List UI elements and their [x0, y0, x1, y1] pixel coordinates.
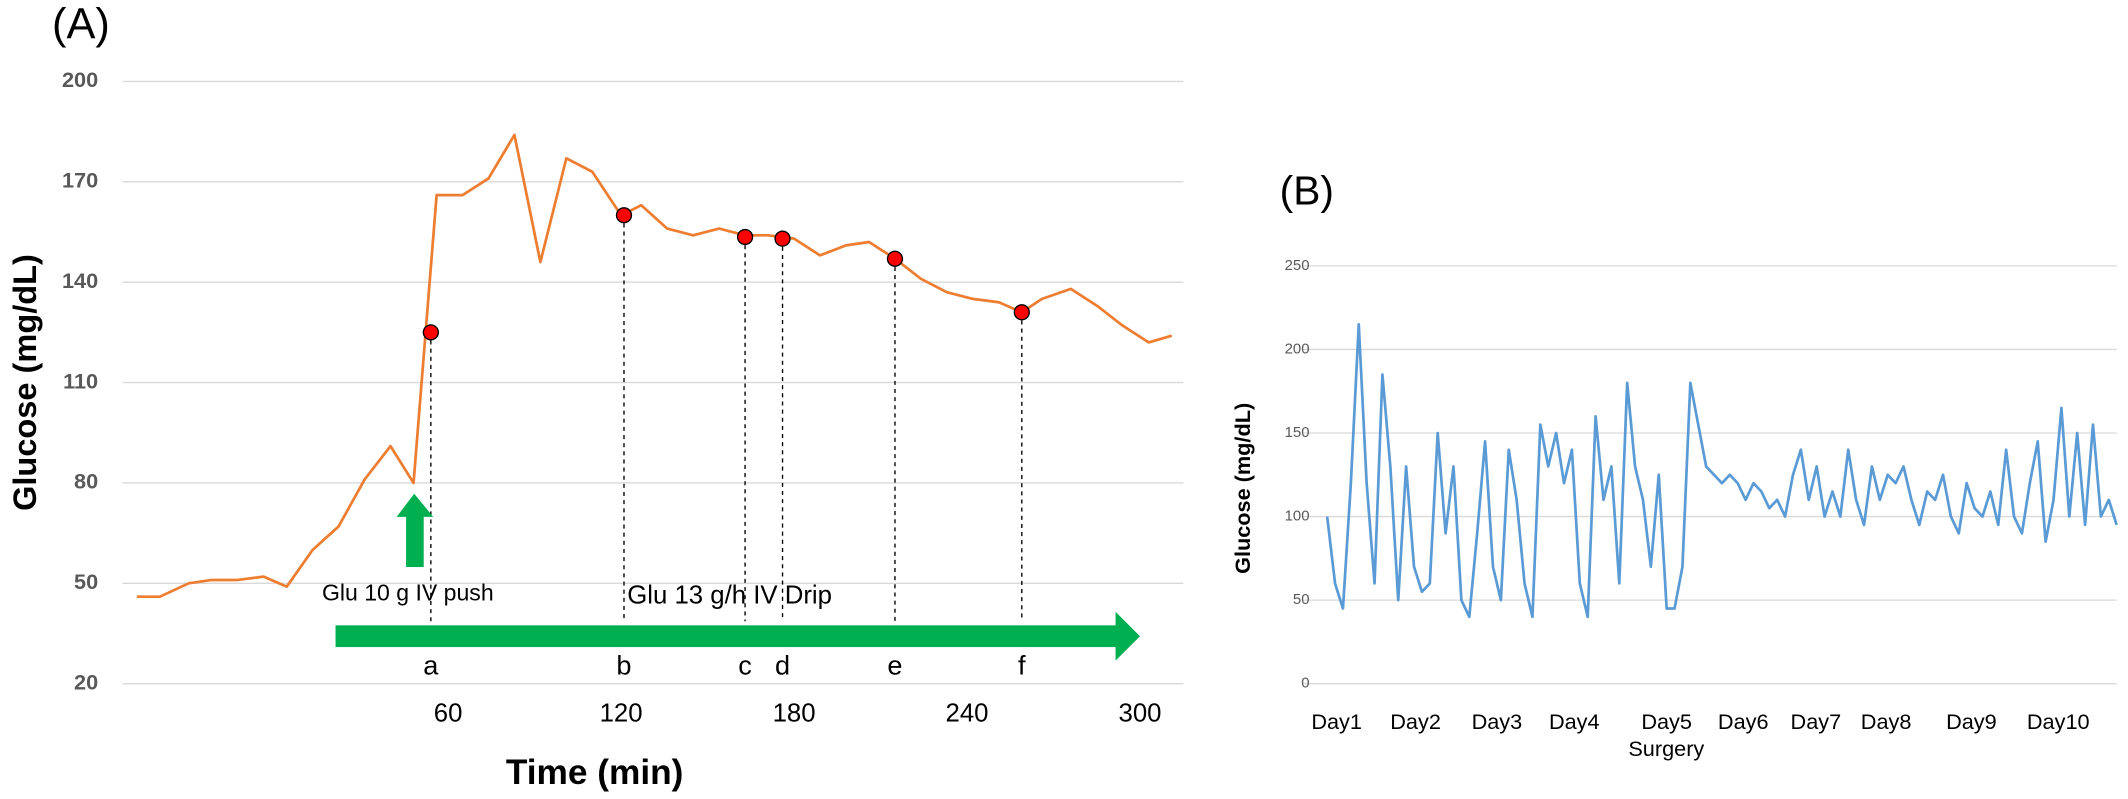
x-tick-label: 120 [600, 700, 643, 728]
marker [615, 207, 633, 224]
push-arrow-shaft [406, 515, 424, 568]
panel-b-title: (B) [1280, 168, 1334, 214]
y-tick-label: 140 [62, 268, 98, 293]
annotation: Glu 13 g/h IV Drip [627, 582, 832, 610]
y-tick-label: 0 [1301, 675, 1309, 692]
x-tick-label: 300 [1118, 700, 1161, 728]
x-tick-label: Day4 [1549, 709, 1600, 734]
y-axis-label: Glucose (mg/dL) [1230, 403, 1255, 574]
y-tick-label: 150 [1285, 424, 1310, 441]
y-tick-label: 250 [1285, 257, 1310, 274]
x-tick-label: Day2 [1390, 709, 1441, 734]
marker-label: a [423, 650, 439, 681]
marker [736, 228, 754, 246]
marker [886, 250, 904, 267]
y-tick-label: 200 [1285, 340, 1310, 357]
drip-arrow-head [1115, 611, 1140, 661]
x-tick-label: 240 [946, 700, 989, 728]
marker-label: d [775, 650, 790, 681]
arrows [335, 493, 1140, 661]
y-tick-label: 80 [74, 469, 98, 494]
marker [1013, 304, 1030, 321]
y-tick-label: 100 [1285, 508, 1310, 525]
marker-label: e [887, 650, 902, 681]
data-line [1325, 323, 2118, 619]
marker-label: b [616, 650, 631, 681]
y-axis-label: Glucose (mg/dL) [7, 254, 43, 511]
x-tick-label: Day5 [1641, 709, 1692, 734]
annotation: Glu 10 g IV push [322, 579, 494, 605]
x-tick-label: Day6 [1718, 709, 1769, 734]
x-tick-label: Day8 [1861, 709, 1912, 734]
push-arrow-head [396, 493, 434, 517]
x-tick-label: Day7 [1791, 709, 1842, 734]
y-tick-label: 50 [74, 569, 98, 594]
marker [774, 230, 791, 247]
x-tick-label: 60 [434, 700, 463, 728]
drip-arrow-shaft [335, 625, 1120, 648]
x-tick-label: 180 [773, 700, 816, 728]
panel-a-title: (A) [52, 1, 110, 49]
marker-label: c [738, 650, 752, 681]
x-axis-label: Time (min) [506, 753, 684, 792]
y-tick-label: 50 [1293, 591, 1310, 608]
x-tick-label: Day3 [1472, 709, 1523, 734]
y-tick-label: 200 [62, 67, 98, 92]
x-tick-label: Day9 [1946, 709, 1997, 734]
x-tick-label: Day1 [1311, 709, 1362, 734]
x-tick-label: Day10 [2027, 709, 2090, 734]
marker [422, 324, 439, 341]
annotation: Surgery [1628, 736, 1704, 761]
marker-label: f [1018, 650, 1026, 681]
y-tick-label: 20 [74, 669, 98, 694]
y-tick-label: 170 [62, 168, 98, 193]
y-tick-label: 110 [63, 368, 98, 393]
data-line [136, 133, 1173, 599]
